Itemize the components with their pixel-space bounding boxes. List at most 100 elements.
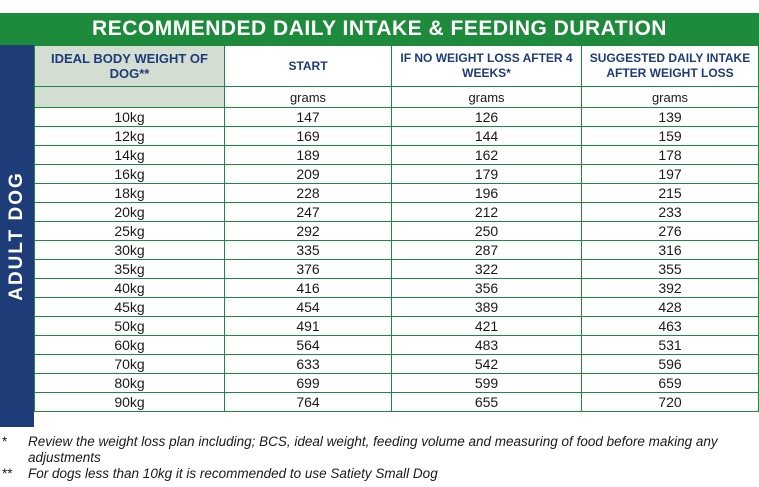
cell-no-loss: 655 (391, 392, 582, 412)
header-after: SUGGESTED DAILY INTAKE AFTER WEIGHT LOSS (581, 45, 759, 87)
feeding-table: IDEAL BODY WEIGHT OF DOG** START IF NO W… (34, 45, 759, 412)
cell-no-loss: 322 (391, 259, 582, 279)
cell-start: 454 (224, 297, 392, 317)
cell-after: 215 (581, 183, 759, 203)
cell-weight: 90kg (34, 392, 225, 412)
cell-start: 699 (224, 373, 392, 393)
cell-no-loss: 162 (391, 145, 582, 165)
table-row: 25kg 292 250 276 (34, 221, 759, 241)
cell-no-loss: 250 (391, 221, 582, 241)
table-row: 16kg 209 179 197 (34, 164, 759, 184)
units-no-loss: grams (391, 86, 582, 108)
cell-no-loss: 287 (391, 240, 582, 260)
footnote-2-mark: ** (2, 466, 13, 481)
units-weight-blank (34, 86, 225, 108)
table-row: 90kg 764 655 720 (34, 392, 759, 412)
cell-after: 159 (581, 126, 759, 146)
cell-start: 491 (224, 316, 392, 336)
header-no-loss: IF NO WEIGHT LOSS AFTER 4 WEEKS* (391, 45, 582, 87)
table-row: 50kg 491 421 463 (34, 316, 759, 336)
table-row: 70kg 633 542 596 (34, 354, 759, 374)
cell-weight: 14kg (34, 145, 225, 165)
cell-no-loss: 421 (391, 316, 582, 336)
cell-start: 564 (224, 335, 392, 355)
cell-after: 428 (581, 297, 759, 317)
side-label: ADULT DOG (6, 171, 27, 301)
cell-no-loss: 542 (391, 354, 582, 374)
cell-start: 416 (224, 278, 392, 298)
table-row: 35kg 376 322 355 (34, 259, 759, 279)
cell-weight: 40kg (34, 278, 225, 298)
footnote-2-text: For dogs less than 10kg it is recommende… (28, 466, 438, 481)
table-row: 40kg 416 356 392 (34, 278, 759, 298)
table-title: RECOMMENDED DAILY INTAKE & FEEDING DURAT… (0, 13, 759, 45)
cell-after: 596 (581, 354, 759, 374)
cell-after: 392 (581, 278, 759, 298)
units-row: grams grams grams (34, 86, 759, 108)
cell-weight: 70kg (34, 354, 225, 374)
cell-start: 189 (224, 145, 392, 165)
cell-after: 178 (581, 145, 759, 165)
cell-weight: 50kg (34, 316, 225, 336)
cell-no-loss: 356 (391, 278, 582, 298)
cell-no-loss: 599 (391, 373, 582, 393)
cell-weight: 35kg (34, 259, 225, 279)
cell-no-loss: 212 (391, 202, 582, 222)
cell-weight: 45kg (34, 297, 225, 317)
cell-after: 355 (581, 259, 759, 279)
footnotes: * Review the weight loss plan including;… (0, 434, 759, 482)
table-row: 60kg 564 483 531 (34, 335, 759, 355)
cell-after: 463 (581, 316, 759, 336)
cell-weight: 10kg (34, 107, 225, 127)
cell-start: 209 (224, 164, 392, 184)
table-row: 18kg 228 196 215 (34, 183, 759, 203)
table-row: 45kg 454 389 428 (34, 297, 759, 317)
table-row: 80kg 699 599 659 (34, 373, 759, 393)
cell-start: 633 (224, 354, 392, 374)
cell-after: 139 (581, 107, 759, 127)
units-after: grams (581, 86, 759, 108)
table-row: 14kg 189 162 178 (34, 145, 759, 165)
cell-after: 720 (581, 392, 759, 412)
cell-start: 247 (224, 202, 392, 222)
cell-after: 197 (581, 164, 759, 184)
cell-weight: 60kg (34, 335, 225, 355)
cell-weight: 25kg (34, 221, 225, 241)
cell-after: 233 (581, 202, 759, 222)
cell-no-loss: 483 (391, 335, 582, 355)
side-band: ADULT DOG (0, 45, 34, 427)
cell-weight: 30kg (34, 240, 225, 260)
cell-no-loss: 196 (391, 183, 582, 203)
cell-no-loss: 144 (391, 126, 582, 146)
footnote-2: ** For dogs less than 10kg it is recomme… (0, 466, 759, 482)
cell-no-loss: 389 (391, 297, 582, 317)
cell-start: 169 (224, 126, 392, 146)
table-row: 30kg 335 287 316 (34, 240, 759, 260)
cell-weight: 16kg (34, 164, 225, 184)
cell-after: 659 (581, 373, 759, 393)
table-row: 10kg 147 126 139 (34, 107, 759, 127)
cell-start: 335 (224, 240, 392, 260)
cell-start: 228 (224, 183, 392, 203)
cell-weight: 18kg (34, 183, 225, 203)
cell-start: 764 (224, 392, 392, 412)
cell-start: 292 (224, 221, 392, 241)
cell-after: 316 (581, 240, 759, 260)
footnote-1-mark: * (2, 434, 8, 449)
units-start: grams (224, 86, 392, 108)
cell-after: 276 (581, 221, 759, 241)
footnote-1: * Review the weight loss plan including;… (0, 434, 759, 466)
table-row: 12kg 169 144 159 (34, 126, 759, 146)
cell-start: 376 (224, 259, 392, 279)
cell-no-loss: 179 (391, 164, 582, 184)
header-row: IDEAL BODY WEIGHT OF DOG** START IF NO W… (34, 45, 759, 87)
cell-weight: 80kg (34, 373, 225, 393)
footnote-1-text: Review the weight loss plan including; B… (28, 434, 718, 465)
cell-no-loss: 126 (391, 107, 582, 127)
table-body: 10kg 147 126 139 12kg 169 144 159 14kg 189 162 178 1… (34, 107, 759, 412)
cell-weight: 20kg (34, 202, 225, 222)
header-start: START (224, 45, 392, 87)
cell-after: 531 (581, 335, 759, 355)
cell-start: 147 (224, 107, 392, 127)
cell-weight: 12kg (34, 126, 225, 146)
